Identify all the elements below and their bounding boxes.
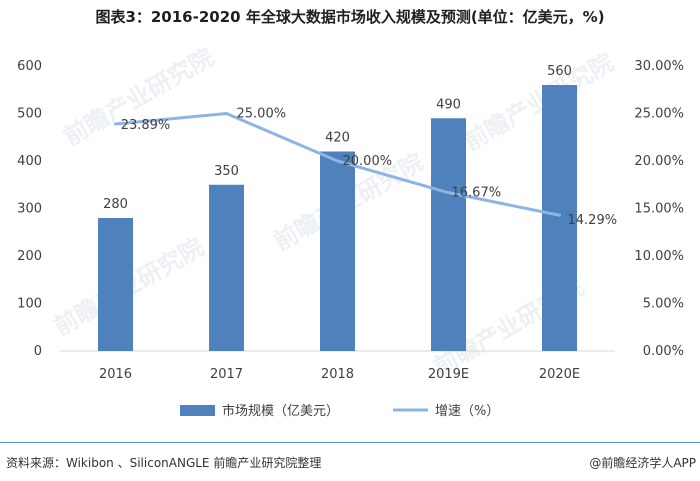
y-right-tick-label: 25.00% xyxy=(634,107,684,122)
x-tick-label: 2018 xyxy=(321,367,354,382)
growth-point-2020E xyxy=(558,213,561,217)
legend-layer: 市场规模（亿美元） 增速（%） xyxy=(180,403,499,419)
growth-point-2019E xyxy=(447,191,450,195)
y-left-tick-label: 300 xyxy=(17,202,42,217)
growth-value-label: 23.89% xyxy=(121,118,171,133)
bar-value-label: 350 xyxy=(214,164,239,179)
brand-credit: @前瞻经济学人APP xyxy=(589,456,696,470)
line-layer xyxy=(114,112,561,217)
y-right-tick-label: 20.00% xyxy=(634,154,684,169)
growth-value-label: 16.67% xyxy=(452,186,502,201)
bar-2017 xyxy=(209,184,244,351)
y-left-tick-label: 400 xyxy=(17,154,42,169)
growth-point-2017 xyxy=(225,112,228,115)
growth-point-2016 xyxy=(114,122,117,126)
bar-value-label: 560 xyxy=(547,64,572,79)
y-left-tick-label: 600 xyxy=(17,59,42,74)
label-layer: 280 350 420 490 560 23.89% 25.00% 20.00% 16.67% 1… xyxy=(103,64,617,228)
bar-value-label: 490 xyxy=(436,97,461,112)
bar-value-label: 280 xyxy=(103,197,128,212)
bar-2020E xyxy=(542,85,577,351)
growth-point-2018 xyxy=(336,159,339,163)
chart-area: 前瞻产业研究院前瞻产业研究院前瞻产业研究院前瞻产业研究院前瞻产业研究院 0100… xyxy=(0,36,700,442)
combo-chart: 前瞻产业研究院前瞻产业研究院前瞻产业研究院前瞻产业研究院前瞻产业研究院 0100… xyxy=(17,43,684,419)
watermark-text: 前瞻产业研究院 xyxy=(459,48,618,156)
axis-layer: 0 100 200 300 400 500 600 0.00% 5.00% 10.00% 15.00… xyxy=(17,59,684,382)
x-tick-label: 2020E xyxy=(539,367,580,382)
growth-value-label: 14.29% xyxy=(568,213,618,228)
bar-value-label: 420 xyxy=(325,131,350,146)
y-right-tick-label: 30.00% xyxy=(634,59,684,74)
legend-label-line: 增速（%） xyxy=(435,404,499,419)
y-right-tick-label: 5.00% xyxy=(643,297,684,312)
y-left-tick-label: 200 xyxy=(17,249,42,264)
source-divider xyxy=(0,442,700,443)
x-tick-label: 2019E xyxy=(428,367,469,382)
y-right-tick-label: 0.00% xyxy=(643,344,684,359)
x-tick-label: 2017 xyxy=(210,367,243,382)
source-note: 资料来源：Wikibon 、SiliconANGLE 前瞻产业研究院整理 xyxy=(6,456,322,470)
bar-layer xyxy=(98,85,577,351)
y-right-tick-label: 15.00% xyxy=(634,202,684,217)
watermark-text: 前瞻产业研究院 xyxy=(59,43,218,151)
growth-value-label: 25.00% xyxy=(237,107,287,122)
x-tick-label: 2016 xyxy=(99,367,132,382)
y-right-tick-label: 10.00% xyxy=(634,249,684,264)
y-left-tick-label: 0 xyxy=(34,344,42,359)
growth-value-label: 20.00% xyxy=(343,154,393,169)
legend-swatch-bar xyxy=(180,405,215,416)
y-left-tick-label: 100 xyxy=(17,297,42,312)
bar-2016 xyxy=(98,218,133,351)
y-left-tick-label: 500 xyxy=(17,107,42,122)
legend-label-bar: 市场规模（亿美元） xyxy=(222,403,339,419)
chart-title: 图表3：2016-2020 年全球大数据市场收入规模及预测(单位：亿美元，%) xyxy=(95,8,605,26)
bar-2018 xyxy=(320,151,355,351)
bar-2019E xyxy=(431,118,466,351)
